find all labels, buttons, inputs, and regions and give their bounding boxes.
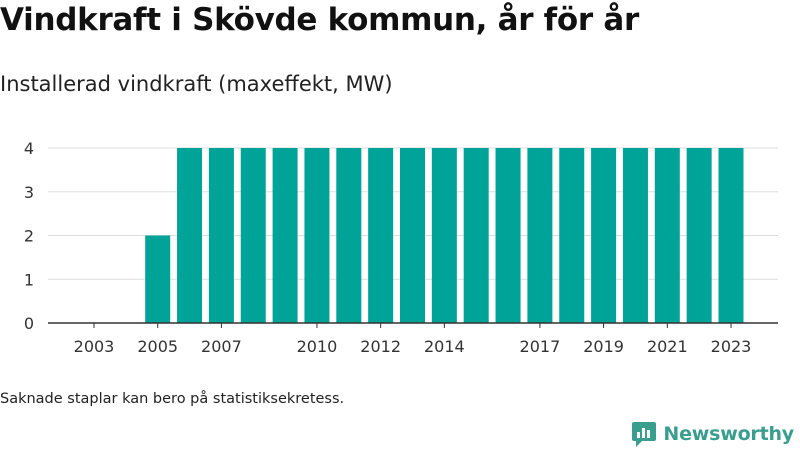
x-tick-label-2021: 2021 xyxy=(647,337,688,356)
footnote: Saknade staplar kan bero på statistiksek… xyxy=(0,391,345,407)
bar-2009 xyxy=(272,148,298,323)
y-tick-label-0: 0 xyxy=(24,314,34,333)
bar-2015 xyxy=(463,148,489,323)
x-tick-label-2005: 2005 xyxy=(137,337,178,356)
y-axis-labels: 0 1 2 3 4 xyxy=(24,139,34,333)
bar-2016 xyxy=(495,148,521,323)
x-tick-label-2012: 2012 xyxy=(360,337,401,356)
x-axis-ticks: 2003 2005 2007 2010 2012 2014 2017 2019 2021 2023 xyxy=(74,323,752,356)
bar-2018 xyxy=(559,148,585,323)
y-tick-label-1: 1 xyxy=(24,270,34,289)
bar-2011 xyxy=(336,148,362,323)
bar-2014 xyxy=(431,148,457,323)
chart-subtitle: Installerad vindkraft (maxeffekt, MW) xyxy=(0,72,393,96)
x-tick-label-2003: 2003 xyxy=(74,337,115,356)
bar-2023 xyxy=(718,148,744,323)
brand-logo: Newsworthy xyxy=(631,420,794,448)
y-tick-label-3: 3 xyxy=(24,183,34,202)
y-tick-label-2: 2 xyxy=(24,227,34,246)
bar-2006 xyxy=(177,148,203,323)
chart-title: Vindkraft i Skövde kommun, år för år xyxy=(0,2,639,38)
bar-2021 xyxy=(654,148,680,323)
x-tick-label-2010: 2010 xyxy=(297,337,338,356)
x-tick-label-2014: 2014 xyxy=(424,337,465,356)
newsworthy-logo-icon xyxy=(632,422,657,447)
bar-2008 xyxy=(240,148,266,323)
x-tick-label-2019: 2019 xyxy=(583,337,624,356)
x-tick-label-2007: 2007 xyxy=(201,337,242,356)
bar-2005 xyxy=(145,235,171,323)
bar-2013 xyxy=(400,148,425,323)
bar-2019 xyxy=(591,148,617,323)
bar-2020 xyxy=(622,148,648,323)
bar-2012 xyxy=(368,148,394,323)
bar-2022 xyxy=(686,148,712,323)
bar-2010 xyxy=(304,148,330,323)
y-tick-label-4: 4 xyxy=(24,139,34,158)
brand-name: Newsworthy xyxy=(663,423,794,445)
bars xyxy=(145,148,744,323)
bar-2007 xyxy=(208,148,234,323)
x-tick-label-2023: 2023 xyxy=(711,337,752,356)
x-tick-label-2017: 2017 xyxy=(520,337,561,356)
bar-2017 xyxy=(527,148,553,323)
